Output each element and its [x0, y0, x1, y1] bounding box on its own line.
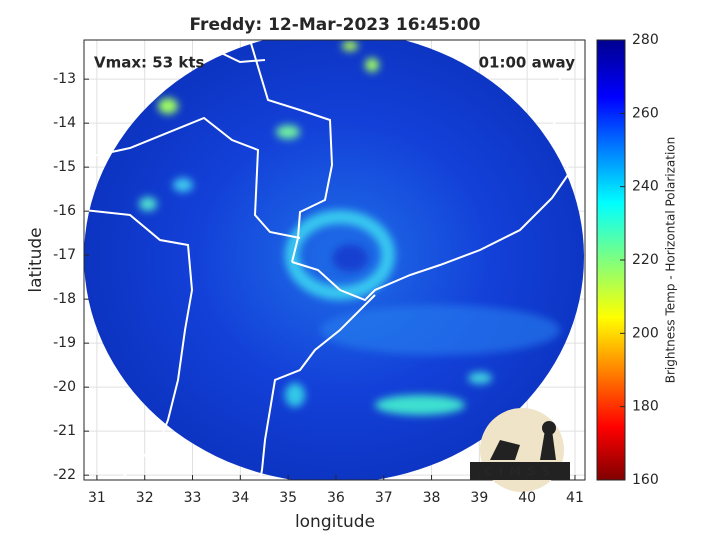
y-tick-label: -13 — [53, 71, 76, 87]
y-axis-label: latitude — [26, 227, 46, 292]
y-tick-label: -14 — [53, 115, 76, 131]
colorbar-tick-label: 240 — [632, 179, 659, 195]
map-title: Freddy: 12-Mar-2023 16:45:00 — [190, 15, 481, 35]
y-tick-label: -18 — [53, 291, 76, 307]
x-tick-label: 39 — [470, 490, 488, 506]
logo: CIMSS — [470, 408, 570, 492]
y-tick-label: -20 — [53, 379, 76, 395]
colorbar-tick-label: 220 — [632, 252, 659, 268]
logo-band — [470, 462, 570, 480]
colorbar-label: Brightness Temp - Horizontal Polarizatio… — [664, 137, 678, 384]
y-tick-label: -21 — [53, 423, 76, 439]
y-tick-label: -19 — [53, 335, 76, 351]
colorbar-tick-label: 200 — [632, 325, 659, 341]
x-tick-label: 38 — [423, 490, 441, 506]
plot-frame — [83, 39, 586, 481]
colorbar-tick-label: 280 — [632, 32, 659, 48]
x-tick-label: 31 — [88, 490, 106, 506]
borders — [84, 40, 571, 480]
x-tick-label: 40 — [518, 490, 536, 506]
annotation: 01:00 away — [479, 54, 576, 72]
satellite-image — [84, 40, 584, 480]
x-tick-label: 32 — [136, 490, 154, 506]
colorbar-tick-label: 160 — [632, 472, 659, 488]
annotation: Vmax: 53 kts — [94, 54, 204, 72]
y-tick-label: -17 — [53, 247, 76, 263]
logo-icons — [490, 430, 556, 460]
x-tick-label: 34 — [231, 490, 249, 506]
y-tick-label: -16 — [53, 203, 76, 219]
x-tick-label: 35 — [279, 490, 297, 506]
x-tick-label: 36 — [327, 490, 345, 506]
colorbar-tick-label: 260 — [632, 105, 659, 121]
x-axis-label: longitude — [295, 512, 375, 532]
x-tick-label: 41 — [566, 490, 584, 506]
cloud-features — [139, 41, 560, 415]
y-tick-label: -22 — [53, 467, 76, 483]
y-tick-label: -15 — [53, 159, 76, 175]
x-tick-label: 37 — [375, 490, 393, 506]
colorbar-tick-label: 180 — [632, 399, 659, 415]
x-tick-label: 33 — [184, 490, 202, 506]
logo-text: CIMSS — [484, 465, 556, 479]
